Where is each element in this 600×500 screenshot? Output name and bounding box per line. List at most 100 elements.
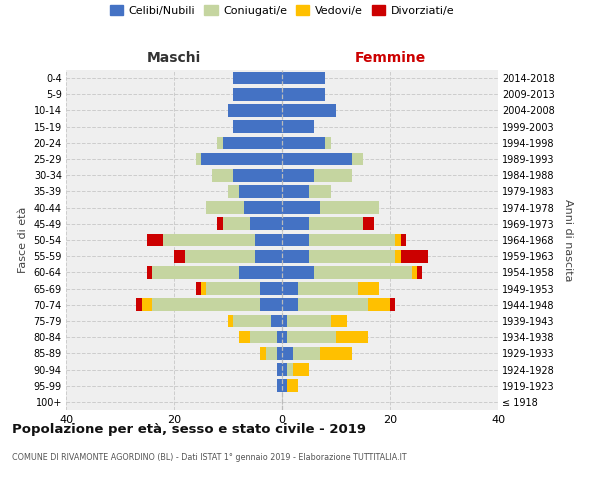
Text: Femmine: Femmine [355,51,425,65]
Y-axis label: Fasce di età: Fasce di età [18,207,28,273]
Bar [282,218,309,230]
Bar [147,234,163,246]
Bar [196,282,201,295]
Bar [282,72,325,85]
Bar [320,202,379,214]
Bar [228,104,282,117]
Bar [352,152,363,166]
Bar [282,347,293,360]
Bar [336,331,368,344]
Bar [314,266,412,278]
Bar [320,347,352,360]
Bar [287,331,336,344]
Bar [395,234,401,246]
Bar [282,202,320,214]
Bar [152,266,239,278]
Bar [417,266,422,278]
Bar [282,185,309,198]
Bar [212,169,233,181]
Bar [233,72,282,85]
Bar [363,218,374,230]
Bar [223,218,250,230]
Bar [282,234,309,246]
Bar [250,331,277,344]
Bar [309,234,395,246]
Bar [401,234,406,246]
Text: COMUNE DI RIVAMONTE AGORDINO (BL) - Dati ISTAT 1° gennaio 2019 - Elaborazione TU: COMUNE DI RIVAMONTE AGORDINO (BL) - Dati… [12,452,407,462]
Bar [282,380,287,392]
Bar [314,169,352,181]
Bar [309,250,395,262]
Bar [239,185,282,198]
Bar [206,202,244,214]
Bar [217,218,223,230]
Bar [287,363,293,376]
Bar [282,298,298,311]
Bar [244,202,282,214]
Bar [260,282,282,295]
Text: Maschi: Maschi [147,51,201,65]
Bar [282,250,309,262]
Bar [233,169,282,181]
Bar [201,152,282,166]
Bar [277,363,282,376]
Bar [233,120,282,133]
Bar [287,314,331,328]
Bar [228,185,239,198]
Bar [174,250,185,262]
Bar [282,120,314,133]
Bar [239,266,282,278]
Bar [266,347,277,360]
Bar [282,282,298,295]
Bar [390,298,395,311]
Bar [260,298,282,311]
Bar [298,298,368,311]
Bar [228,314,233,328]
Legend: Celibi/Nubili, Coniugati/e, Vedovi/e, Divorziati/e: Celibi/Nubili, Coniugati/e, Vedovi/e, Di… [106,1,458,20]
Bar [152,298,260,311]
Bar [185,250,255,262]
Bar [282,363,287,376]
Bar [277,347,282,360]
Bar [250,218,282,230]
Bar [282,314,287,328]
Bar [282,266,314,278]
Bar [223,136,282,149]
Bar [260,347,266,360]
Bar [282,331,287,344]
Bar [233,314,271,328]
Bar [163,234,255,246]
Bar [233,88,282,101]
Bar [282,152,352,166]
Bar [282,104,336,117]
Bar [293,347,320,360]
Bar [395,250,401,262]
Bar [196,152,201,166]
Bar [277,380,282,392]
Bar [136,298,142,311]
Bar [358,282,379,295]
Bar [255,234,282,246]
Bar [309,185,331,198]
Bar [147,266,152,278]
Bar [201,282,206,295]
Bar [331,314,347,328]
Bar [412,266,417,278]
Text: Popolazione per età, sesso e stato civile - 2019: Popolazione per età, sesso e stato civil… [12,422,366,436]
Bar [298,282,358,295]
Bar [271,314,282,328]
Bar [309,218,363,230]
Bar [206,282,260,295]
Bar [401,250,428,262]
Bar [368,298,390,311]
Bar [239,331,250,344]
Bar [282,136,325,149]
Bar [325,136,331,149]
Bar [282,88,325,101]
Bar [217,136,223,149]
Bar [277,331,282,344]
Bar [142,298,152,311]
Bar [255,250,282,262]
Bar [293,363,309,376]
Bar [287,380,298,392]
